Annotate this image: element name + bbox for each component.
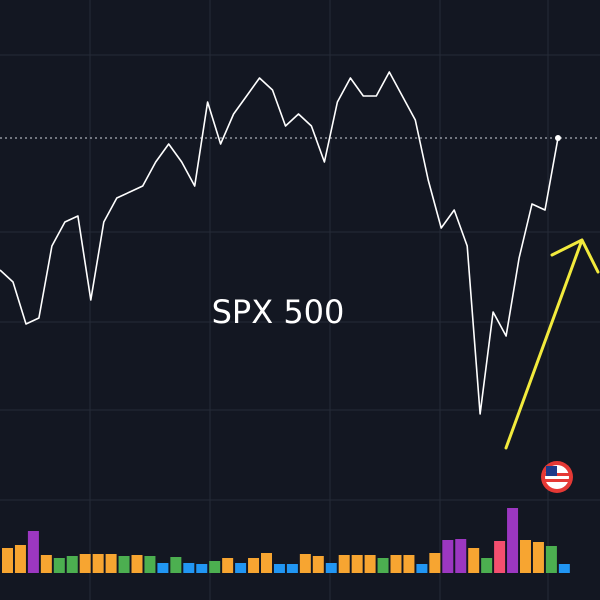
- volume-bar: [92, 554, 104, 573]
- volume-bar: [507, 508, 519, 573]
- icon-canton: [546, 466, 557, 476]
- volume-bar: [14, 545, 26, 573]
- volume-bar: [481, 558, 493, 573]
- volume-bar: [40, 555, 52, 573]
- volume-bar: [222, 558, 234, 573]
- volume-bar: [273, 564, 285, 573]
- volume-bar: [403, 555, 415, 573]
- icon-stripe: [545, 479, 569, 482]
- volume-bar: [377, 558, 389, 573]
- volume-bar: [170, 557, 182, 573]
- volume-bar: [429, 553, 441, 573]
- price-line-series: [0, 71, 559, 415]
- volume-bar: [364, 555, 376, 573]
- volume-bar: [118, 556, 130, 573]
- volume-bar: [532, 542, 544, 573]
- volume-bar: [299, 554, 311, 573]
- volume-bar: [66, 556, 78, 573]
- volume-bar: [351, 555, 363, 573]
- chart-title: SPX 500: [212, 293, 345, 331]
- volume-bar: [196, 564, 208, 573]
- volume-bar: [261, 553, 272, 573]
- volume-bar: [455, 539, 467, 573]
- volume-bar: [183, 563, 195, 573]
- volume-bar: [235, 563, 247, 573]
- volume-bar: [416, 564, 428, 573]
- volume-bar: [157, 563, 169, 573]
- plot: [0, 71, 600, 573]
- volume-bar: [248, 558, 260, 573]
- volume-bar: [105, 554, 117, 573]
- volume-bar: [2, 548, 13, 573]
- last-point: [555, 135, 561, 141]
- volume-bar: [209, 561, 221, 573]
- volume-bar: [545, 546, 557, 573]
- volume-bar: [286, 564, 298, 573]
- volume-bar: [312, 556, 324, 573]
- volume-bar: [520, 540, 531, 573]
- volume-bar: [27, 531, 39, 573]
- volume-bar: [494, 541, 506, 573]
- volume-bar: [79, 554, 91, 573]
- volume-bar: [325, 563, 337, 573]
- volume-bar: [144, 556, 156, 573]
- volume-bar: [131, 555, 143, 573]
- arrow: [504, 238, 600, 450]
- volume-bar: [468, 548, 480, 573]
- flag-icon: [541, 461, 573, 493]
- volume-bar: [53, 558, 65, 573]
- volume-bar: [390, 555, 402, 573]
- volume-bar: [338, 555, 350, 573]
- volume-bar: [558, 564, 570, 573]
- volume-bar: [442, 540, 454, 573]
